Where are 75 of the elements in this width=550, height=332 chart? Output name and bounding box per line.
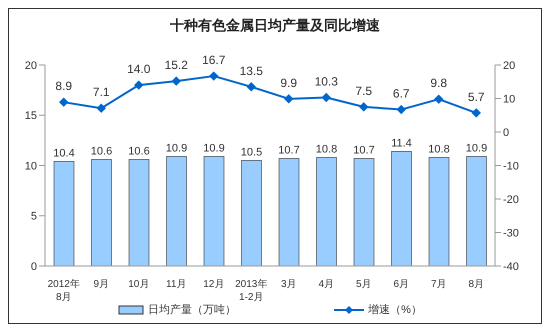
y-tick-label: 15 — [24, 110, 37, 122]
data-label: 9.9 — [280, 76, 298, 90]
y-tick-label: 10 — [24, 160, 37, 172]
x-tick-label: 2013年 1-2月 — [235, 278, 268, 303]
bar — [241, 160, 262, 266]
data-label: 10.4 — [53, 147, 75, 160]
point — [396, 105, 406, 114]
data-label: 10.7 — [278, 144, 300, 156]
data-label: 10.9 — [166, 142, 188, 154]
bar — [466, 156, 487, 266]
y2-tick-label: 0 — [503, 126, 510, 139]
x-tick-label: 11月 — [166, 279, 186, 290]
bar — [128, 159, 150, 266]
y-tick-label: 5 — [30, 210, 37, 223]
point — [134, 80, 144, 90]
data-label: 10.9 — [203, 142, 225, 154]
bar — [54, 161, 74, 266]
point — [359, 102, 368, 112]
data-label: 16.7 — [202, 53, 226, 68]
x-tick-label: 3月 — [280, 279, 297, 290]
x-tick-label: 10月 — [128, 279, 150, 290]
bar — [278, 158, 300, 266]
y2-tick-label: 20 — [503, 60, 516, 72]
x-tick-label: 12月 — [203, 279, 224, 290]
data-label: 5.7 — [468, 90, 485, 104]
point — [59, 98, 68, 107]
data-label: 10.8 — [428, 143, 450, 156]
data-label: 10.6 — [90, 145, 112, 158]
data-label: 10.5 — [240, 146, 262, 158]
bar — [428, 157, 450, 266]
point — [172, 76, 181, 86]
y2-tick-label: -10 — [503, 160, 519, 172]
legend-label: 增速（%） — [367, 303, 422, 317]
point — [472, 108, 481, 118]
bar — [91, 159, 112, 266]
x-tick-label: 7月 — [430, 279, 447, 290]
x-tick-label: 6月 — [393, 279, 410, 290]
data-label: 11.4 — [391, 137, 412, 150]
x-tick-label: 9月 — [93, 279, 110, 290]
bar — [354, 158, 374, 266]
data-label: 14.0 — [127, 62, 151, 76]
x-tick-label: 8月 — [468, 279, 484, 290]
point — [209, 72, 218, 81]
data-label: 15.2 — [164, 58, 188, 72]
x-tick-label: 2012年 8月 — [48, 278, 80, 303]
bar — [204, 156, 224, 266]
x-tick-label: 4月 — [318, 279, 334, 290]
y2-tick-label: 10 — [503, 93, 516, 106]
data-label: 6.7 — [392, 86, 410, 101]
data-label: 10.7 — [353, 144, 375, 156]
point — [322, 92, 331, 102]
y2-tick-label: -30 — [503, 227, 519, 240]
data-label: 10.8 — [316, 143, 338, 156]
point — [96, 104, 106, 113]
data-label: 10.9 — [466, 142, 488, 154]
data-label: 7.1 — [92, 85, 110, 100]
y-tick-label: 0 — [30, 260, 37, 273]
bar — [391, 151, 412, 266]
data-label: 10.3 — [314, 74, 338, 88]
x-tick-label: 5月 — [356, 279, 372, 290]
bar — [316, 157, 337, 266]
point — [284, 94, 294, 104]
y2-tick-label: -40 — [503, 260, 519, 273]
y2-tick-label: -20 — [503, 194, 519, 206]
data-label: 10.6 — [128, 145, 150, 158]
legend-label: 日均产量（万吨） — [147, 302, 236, 317]
point — [434, 94, 444, 104]
data-label: 13.5 — [240, 64, 264, 78]
point — [246, 82, 256, 92]
chart-title: 十种有色金属日均产量及同比增速 — [169, 17, 381, 35]
data-label: 7.5 — [355, 84, 372, 98]
bar — [166, 156, 187, 266]
data-label: 8.9 — [55, 79, 72, 94]
data-label: 9.8 — [430, 76, 448, 90]
y-tick-label: 20 — [24, 60, 37, 72]
